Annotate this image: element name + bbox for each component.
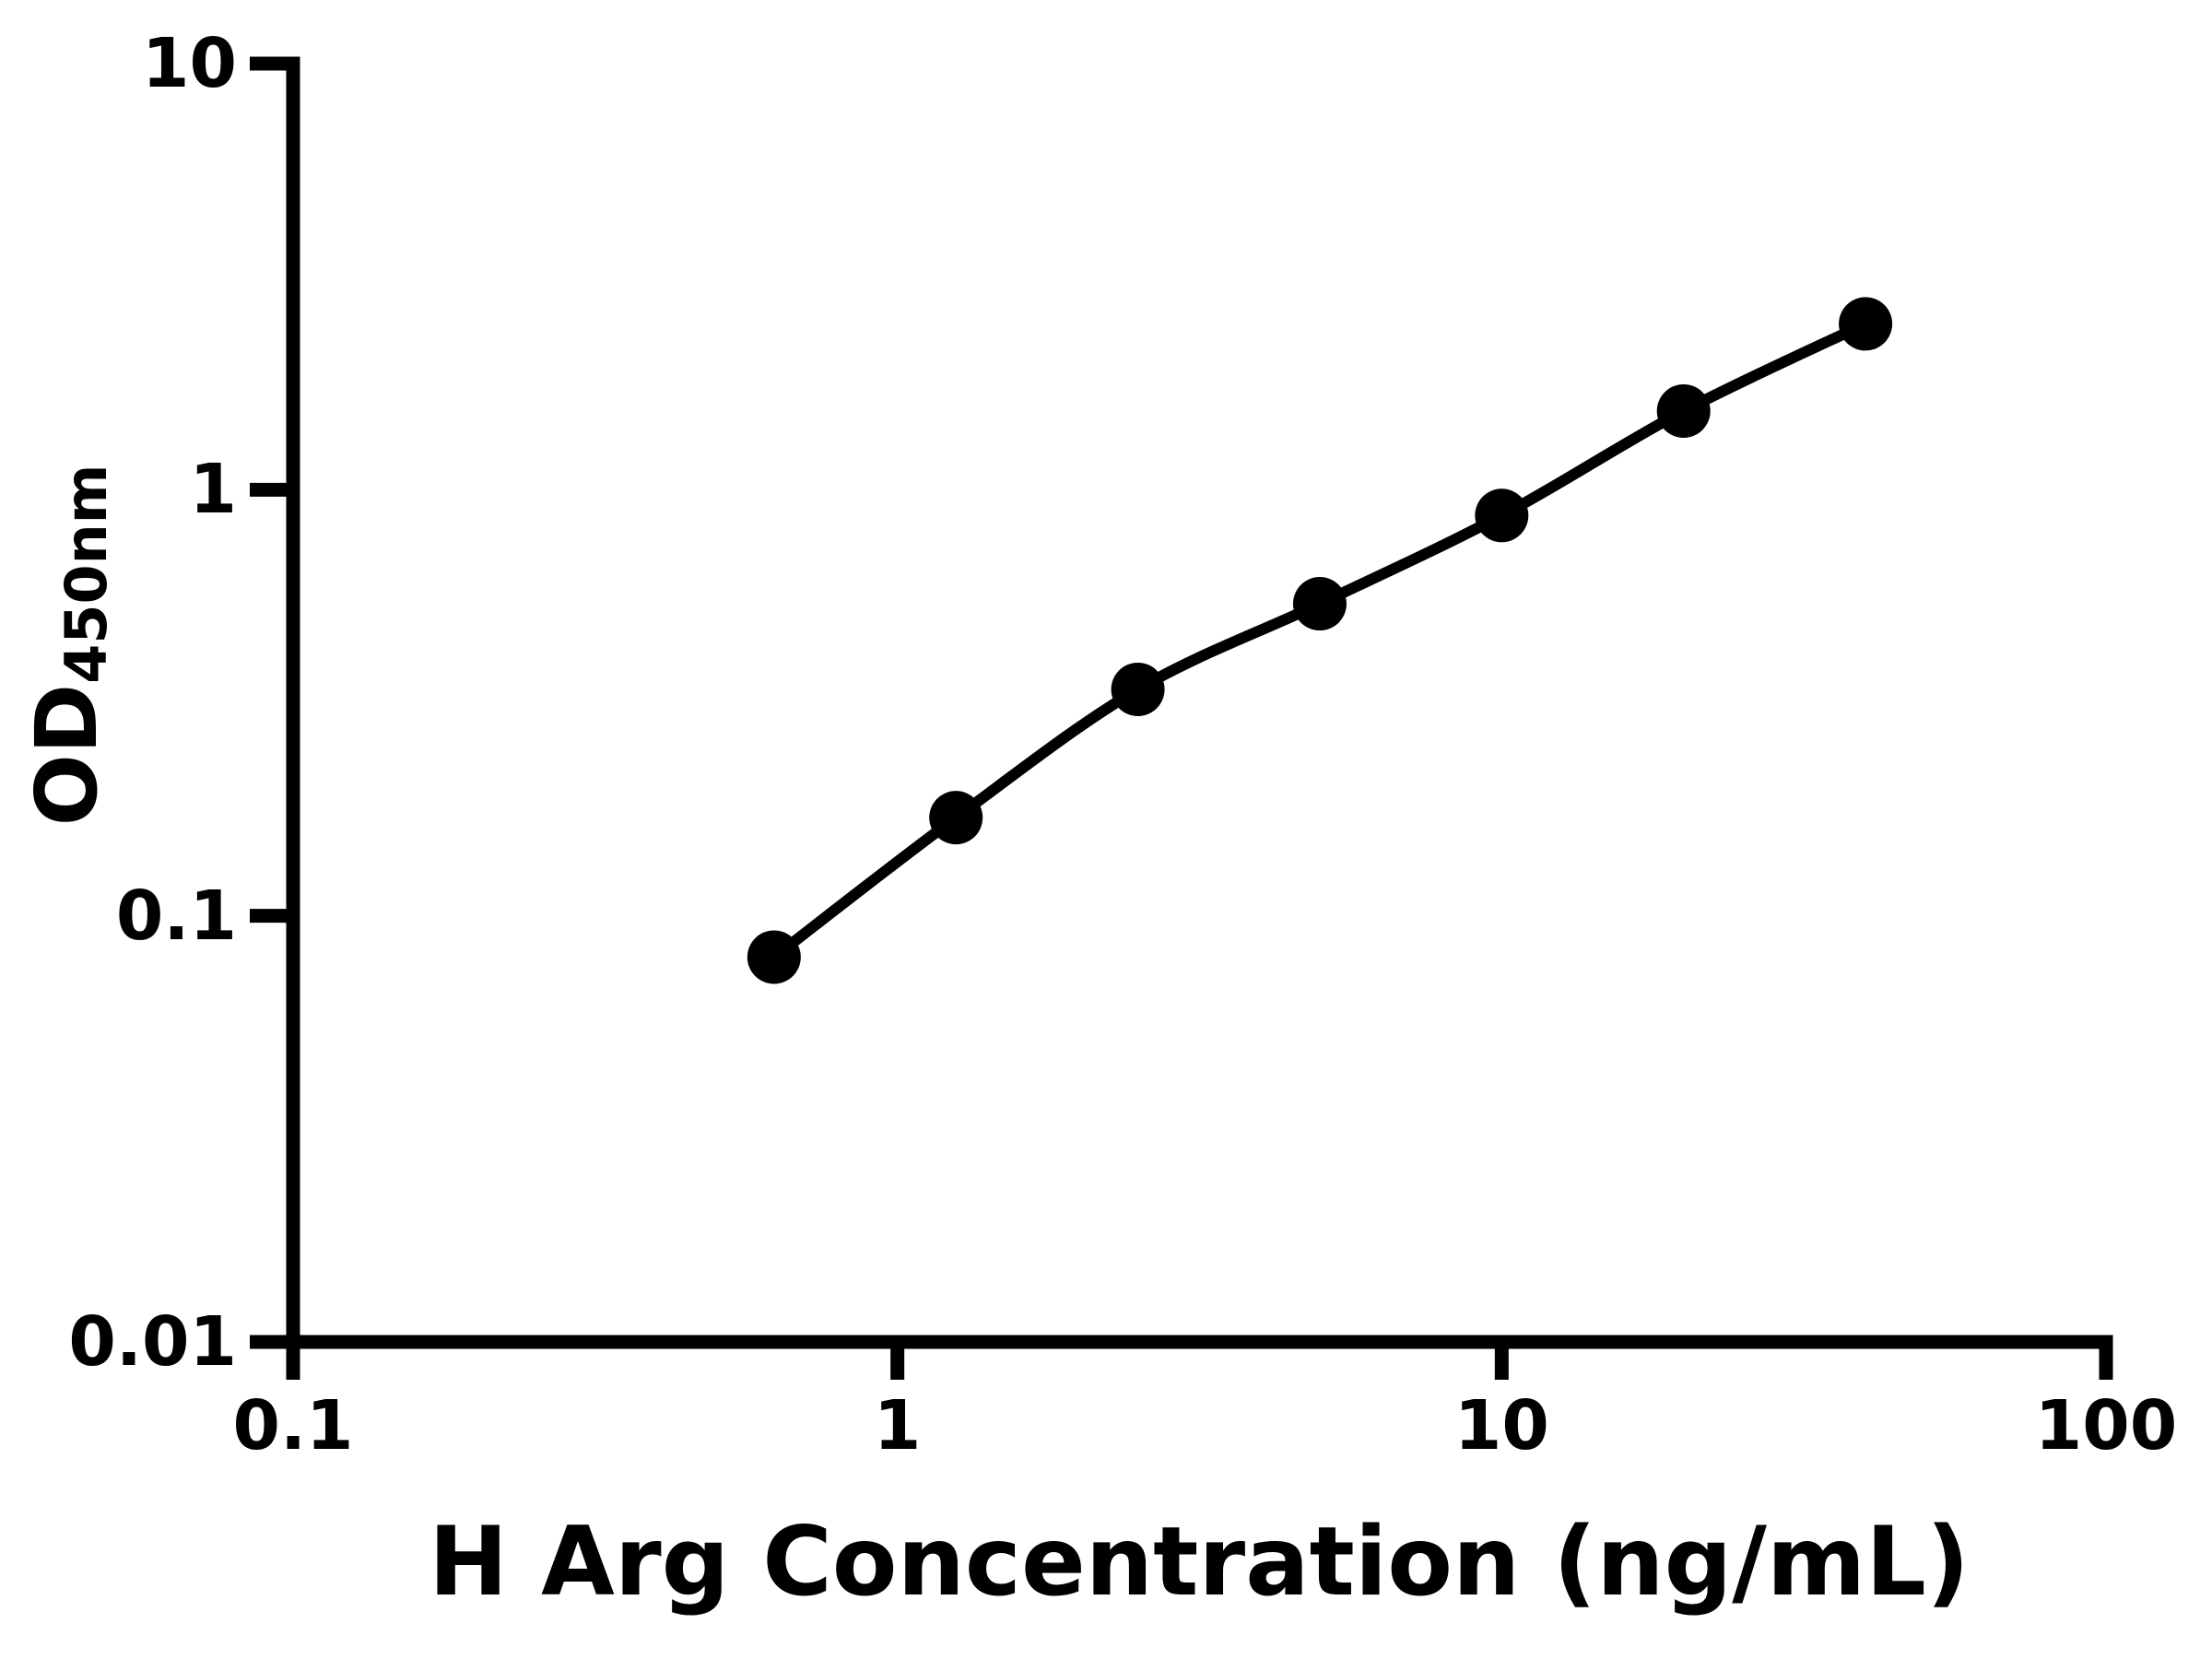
y-tick-label-0.01: 0.01 bbox=[68, 1302, 237, 1382]
x-tick-label-1: 1 bbox=[873, 1386, 922, 1465]
x-tick-label-100: 100 bbox=[2034, 1386, 2178, 1465]
data-point-1 bbox=[929, 791, 983, 845]
data-point-5 bbox=[1656, 383, 1711, 438]
axes-and-ticks bbox=[250, 56, 2113, 1380]
data-point-2 bbox=[1111, 662, 1165, 716]
x-tick-label-10: 10 bbox=[1453, 1386, 1549, 1465]
y-axis-title-subscript: 450nm bbox=[53, 464, 121, 684]
y-axis-title: OD450nm bbox=[18, 465, 120, 827]
y-tick-label-1: 1 bbox=[189, 450, 238, 530]
data-point-6 bbox=[1839, 297, 1893, 351]
data-point-3 bbox=[1292, 577, 1347, 631]
y-tick-label-0.1: 0.1 bbox=[115, 876, 237, 956]
data-point-0 bbox=[747, 930, 801, 984]
x-axis-title: H Arg Concentration (ng/mL) bbox=[429, 1507, 1970, 1618]
y-tick-label-10: 10 bbox=[142, 24, 237, 103]
x-tick-label-0.1: 0.1 bbox=[232, 1386, 354, 1465]
data-point-4 bbox=[1475, 488, 1529, 543]
y-axis-title-main: OD bbox=[17, 683, 116, 827]
